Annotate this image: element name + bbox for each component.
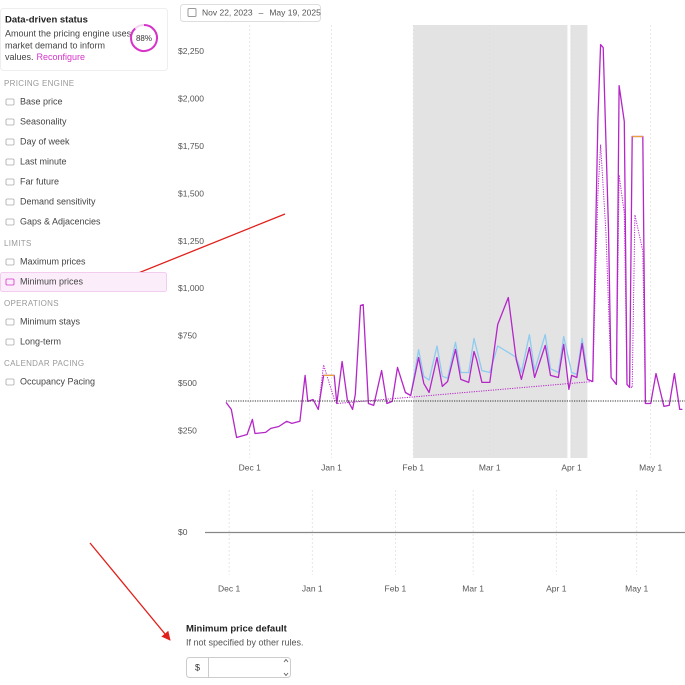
section-heading: OPERATIONS <box>4 299 59 308</box>
menu-icon <box>5 258 15 266</box>
date-separator: – <box>259 8 264 18</box>
x-tick-label: Jan 1 <box>321 462 342 472</box>
section-heading: CALENDAR PACING <box>4 359 84 368</box>
menu-item[interactable]: Demand sensitivity <box>20 196 96 206</box>
price-line <box>317 144 646 410</box>
section-heading: PRICING ENGINE <box>4 79 74 88</box>
y-tick-label: $1,750 <box>178 141 204 151</box>
price-line <box>410 333 589 396</box>
price-line <box>323 135 643 377</box>
menu-icon <box>5 158 15 166</box>
menu-icon <box>5 218 15 226</box>
menu-icon <box>5 138 15 146</box>
menu-item[interactable]: Gaps & Adjacencies <box>20 216 101 226</box>
menu-icon <box>5 378 15 386</box>
status-text: Amount the pricing engine uses <box>5 28 132 38</box>
annotation-arrow <box>120 213 286 282</box>
y-tick-label: $0 <box>178 527 188 537</box>
date-end: May 19, 2025 <box>269 8 321 18</box>
menu-item[interactable]: Long-term <box>20 336 61 346</box>
annotation-arrow <box>89 542 171 641</box>
date-start: Nov 22, 2023 <box>202 8 253 18</box>
menu-icon <box>5 338 15 346</box>
menu-icon <box>5 118 15 126</box>
menu-item[interactable]: Minimum prices <box>20 276 84 286</box>
currency: $ <box>195 662 200 672</box>
menu-item[interactable]: Maximum prices <box>20 256 86 266</box>
price-line <box>225 43 683 439</box>
menu-icon <box>5 198 15 206</box>
calendar-icon <box>187 8 197 17</box>
menu-item[interactable]: Occupancy Pacing <box>20 376 95 386</box>
price-input[interactable] <box>186 657 291 678</box>
spinner[interactable] <box>283 658 289 677</box>
y-tick-label: $1,500 <box>178 188 204 198</box>
y-tick-label: $250 <box>178 426 197 436</box>
status-title: Data-driven status <box>5 15 88 26</box>
status-ring <box>130 24 158 52</box>
date-range: Nov 22, 2023– May 19, 2025 <box>202 8 321 18</box>
form-hint: If not specified by other rules. <box>186 637 304 647</box>
x-tick-label: Apr 1 <box>561 462 582 472</box>
y-tick-label: $1,250 <box>178 236 204 246</box>
menu-icon <box>5 278 15 286</box>
status-text: values. <box>5 52 34 62</box>
x-tick-label: Dec 1 <box>218 583 240 593</box>
x-tick-label: May 1 <box>639 462 662 472</box>
form-title: Minimum price default <box>186 624 288 635</box>
status-percent: 88% <box>136 34 152 43</box>
status-text: market demand to inform <box>5 40 105 50</box>
menu-icon <box>5 178 15 186</box>
x-tick-label: May 1 <box>625 583 648 593</box>
highlight-range <box>413 25 588 458</box>
menu-item[interactable]: Far future <box>20 176 59 186</box>
x-tick-label: Apr 1 <box>546 583 567 593</box>
x-tick-label: Mar 1 <box>462 583 484 593</box>
menu-icon <box>5 98 15 106</box>
x-tick-label: Dec 1 <box>239 462 261 472</box>
x-tick-label: Feb 1 <box>385 583 407 593</box>
menu-item[interactable]: Last minute <box>20 156 67 166</box>
y-tick-label: $2,250 <box>178 46 204 56</box>
x-tick-label: Mar 1 <box>479 462 501 472</box>
menu-item[interactable]: Day of week <box>20 136 70 146</box>
menu-item[interactable]: Base price <box>20 96 63 106</box>
y-tick-label: $500 <box>178 378 197 388</box>
menu-item[interactable]: Seasonality <box>20 116 67 126</box>
menu-item[interactable]: Minimum stays <box>20 316 81 326</box>
date-range-button[interactable] <box>180 4 321 22</box>
y-tick-label: $2,000 <box>178 93 204 103</box>
x-tick-label: Feb 1 <box>402 462 424 472</box>
section-heading: LIMITS <box>4 239 32 248</box>
status-text: values. Reconfigure <box>5 52 85 62</box>
status-card <box>0 8 168 71</box>
x-tick-label: Jan 1 <box>302 583 323 593</box>
menu-icon <box>5 318 15 326</box>
y-tick-label: $1,000 <box>178 283 204 293</box>
active-item-bg <box>0 272 167 292</box>
y-tick-label: $750 <box>178 331 197 341</box>
reconfigure-link[interactable]: Reconfigure <box>37 52 86 62</box>
